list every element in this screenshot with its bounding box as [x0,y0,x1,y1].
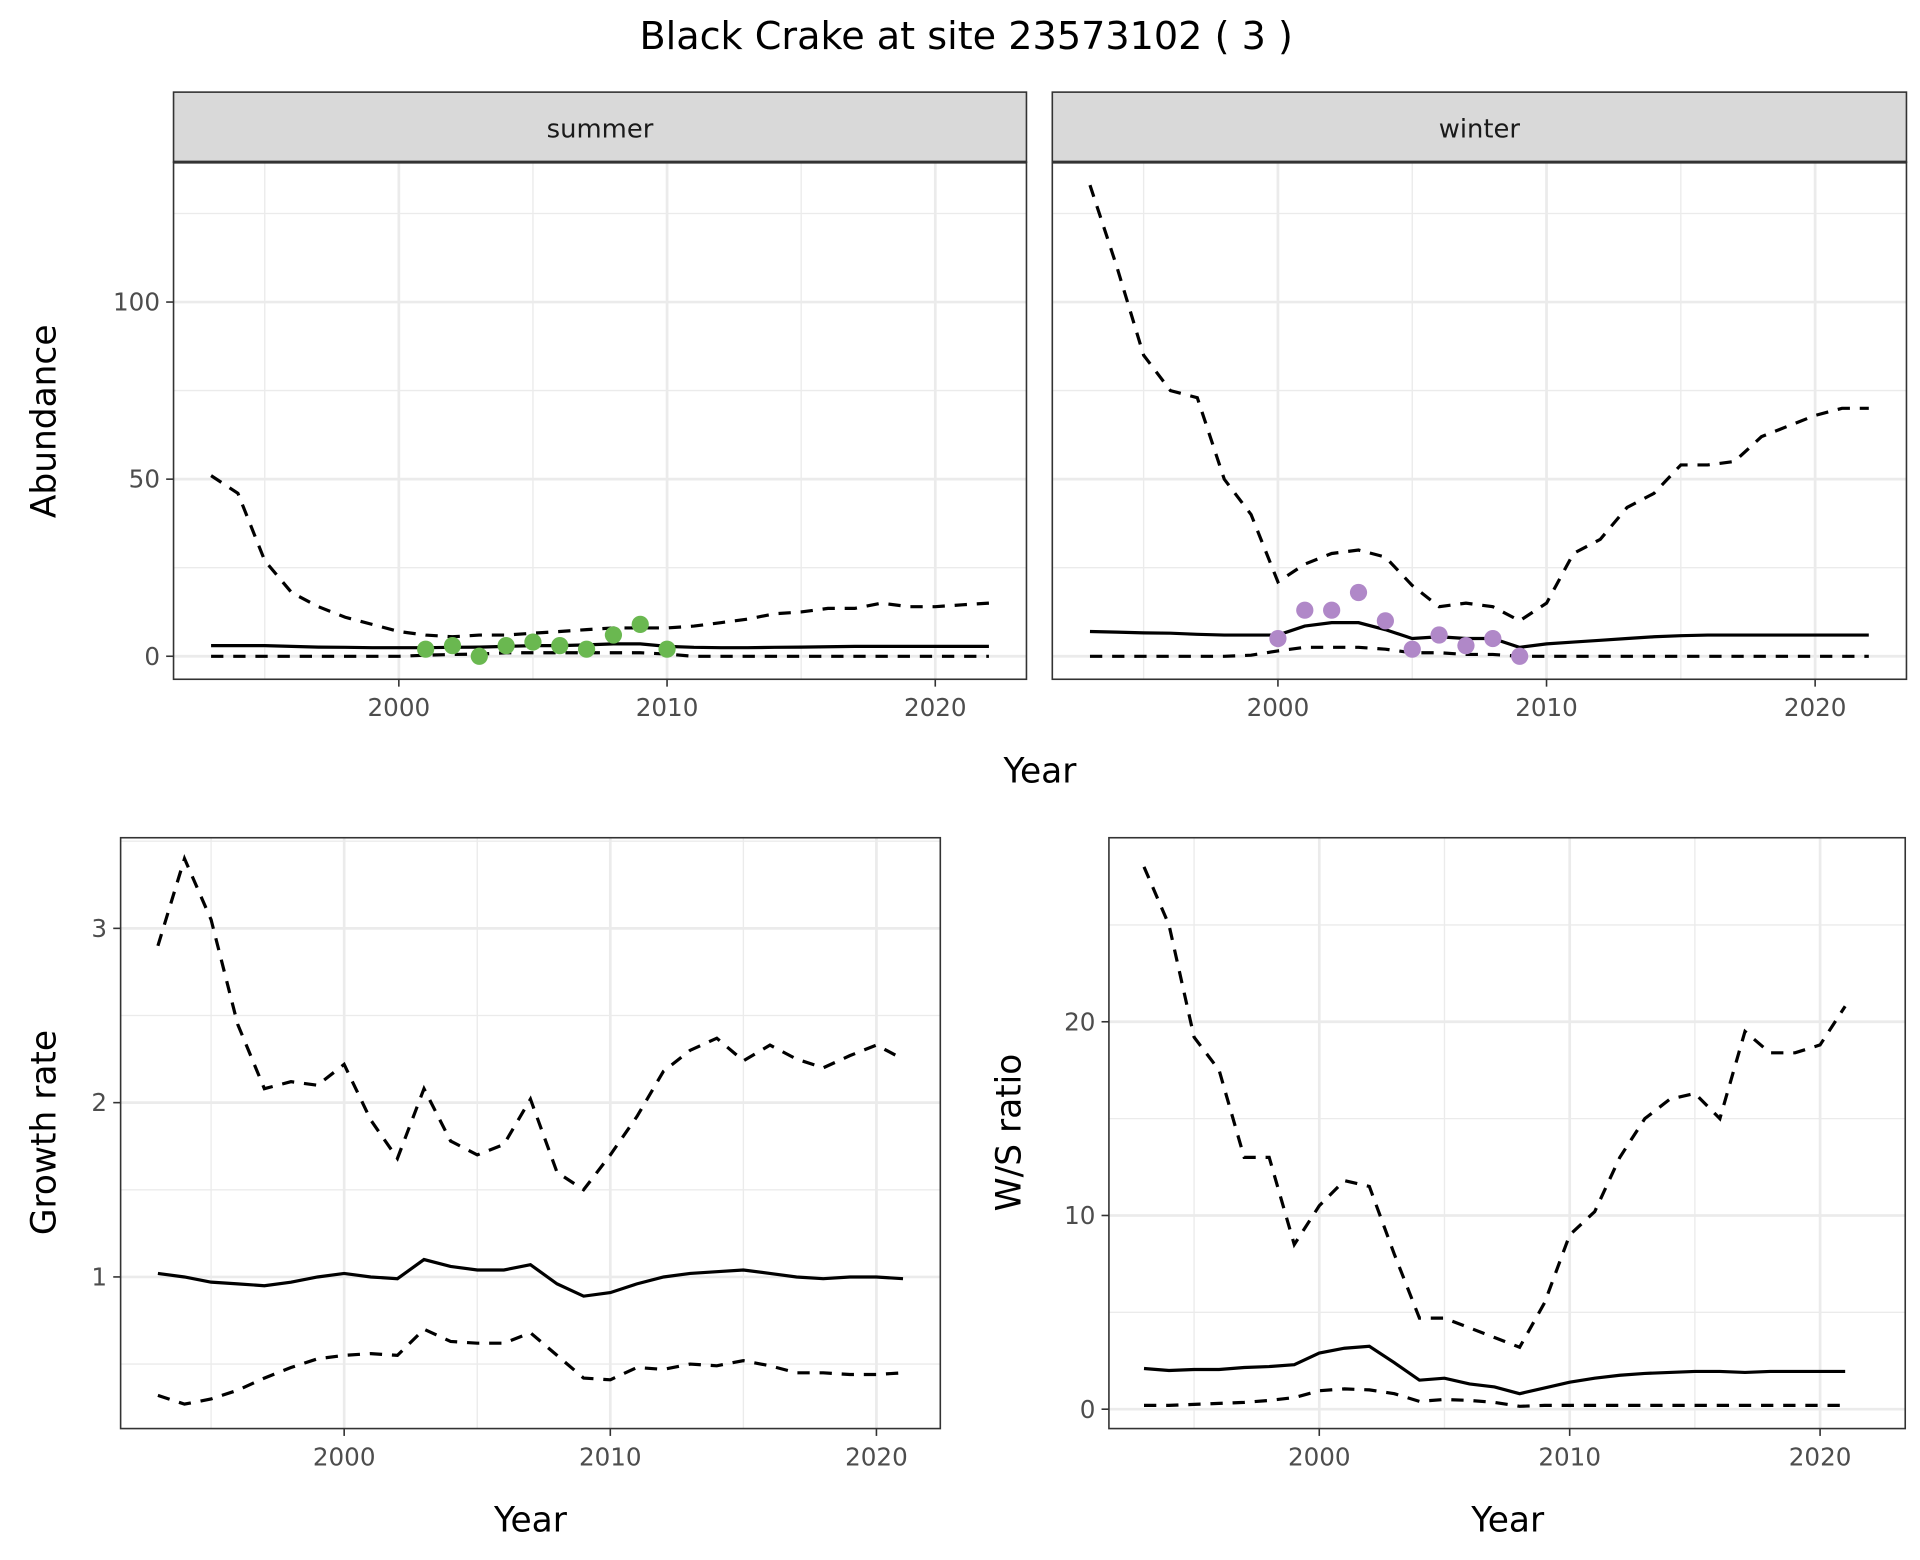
series-line-lower [157,1327,904,1406]
data-point [1349,583,1368,602]
x-tick-label: 2020 [1784,693,1847,722]
strip-label-summer: summer [547,115,654,145]
x-tick-label: 2010 [579,1442,642,1471]
x-tick-label: 2010 [1515,693,1578,722]
y-tick-label: 3 [91,914,107,943]
y-tick-label: 50 [129,465,160,494]
series-line-upper [1088,184,1869,623]
data-point [1403,640,1421,658]
series-line-upper [1142,866,1847,1350]
x-tick-label: 2000 [1288,1442,1351,1471]
data-point [604,626,623,644]
data-point [470,647,488,665]
y-tick-label: 0 [1080,1395,1096,1424]
data-point [1457,637,1475,655]
data-point [1269,629,1287,648]
y-tick-label: 20 [1064,1007,1095,1036]
data-point [1323,601,1341,619]
y-tick-label: 0 [144,642,160,671]
series-line-upper [156,853,904,1192]
x-tick-label: 2020 [904,693,967,722]
x-tick-label: 2000 [368,693,431,722]
series-line-upper [210,474,990,639]
x-tick-label: 2000 [1247,693,1310,722]
series-line-lower [1089,645,1869,658]
series-line-mean [211,642,989,650]
data-point [1296,601,1314,619]
y-axis-title-ws: W/S ratio [989,1054,1029,1212]
series-line-mean [157,1257,904,1298]
y-tick-label: 100 [113,288,160,317]
panel-border [1051,161,1908,681]
chart-title: Black Crake at site 23573102 ( 3 ) [639,14,1292,58]
x-tick-label: 2020 [845,1442,908,1471]
data-point [417,640,435,658]
data-point [524,633,542,651]
x-tick-label: 2010 [636,693,699,722]
x-axis-title-ws: Year [1470,1501,1545,1541]
panel-growth-rate: 2000 2010 2020 1 2 3 [91,836,942,1471]
strip-label-winter: winter [1439,115,1521,145]
y-axis-title-abundance: Abundance [24,325,64,519]
y-axis-title-growth: Growth rate [24,1030,64,1235]
series-line-lower [1144,1387,1846,1408]
data-point [551,637,569,655]
series-line-mean [1143,1344,1846,1396]
data-point [1484,629,1502,648]
x-tick-label: 2010 [1538,1442,1601,1471]
data-point [497,637,515,655]
y-tick-label: 10 [1064,1201,1095,1230]
y-tick-label: 1 [91,1263,107,1292]
data-point [658,640,676,658]
y-tick-label: 2 [91,1088,107,1117]
x-axis-title-abundance: Year [1003,751,1078,791]
panel-border [1108,836,1907,1430]
panel-border [172,161,1028,681]
data-point [1430,626,1448,644]
data-point [577,640,596,658]
panel-abundance-winter: winter 2000 2010 2020 [1051,91,1908,722]
panel-ws-ratio: 2000 2010 2020 0 10 20 [1064,836,1907,1471]
x-tick-label: 2020 [1789,1442,1852,1471]
data-point [1511,647,1529,665]
x-tick-label: 2000 [313,1442,376,1471]
series-line-mean [1089,621,1869,649]
strip-background [172,91,1028,163]
panel-abundance-summer: summer 2000 2010 2020 0 50 100 [113,91,1028,722]
data-point [1376,612,1394,630]
data-point [631,615,649,633]
panel-border [119,836,942,1430]
strip-background [1051,91,1908,163]
data-point [443,637,462,655]
x-axis-title-growth: Year [493,1501,568,1541]
series-line-lower [211,651,989,658]
